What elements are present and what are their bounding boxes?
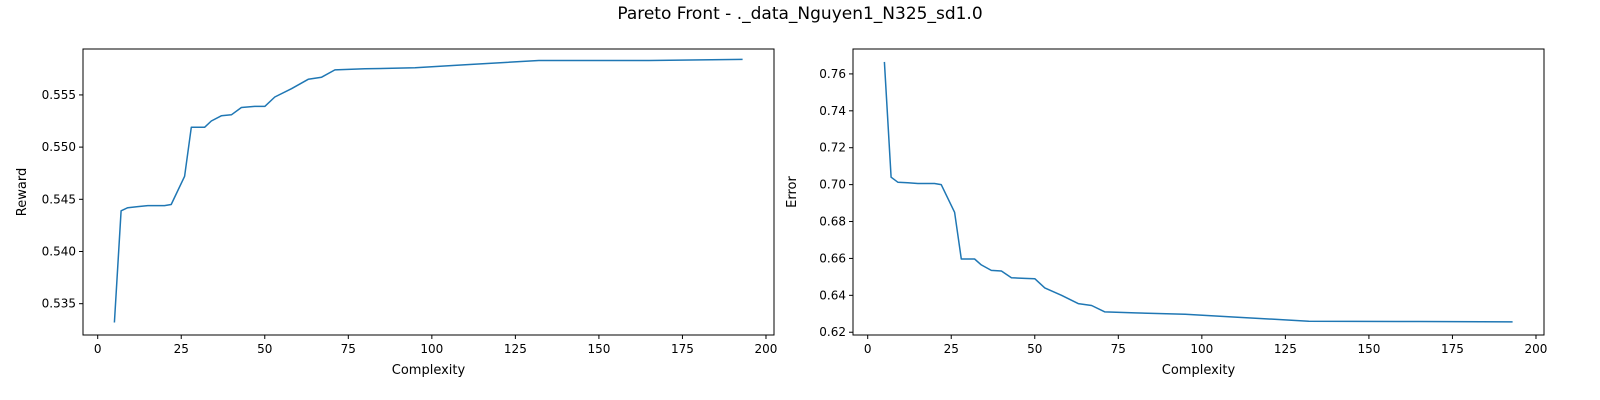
error-x-tick-label: 25 [944, 342, 959, 356]
error-y-tick-label: 0.68 [819, 215, 846, 229]
error-y-tick-label: 0.76 [819, 67, 846, 81]
reward-y-axis-label: Reward [15, 168, 30, 216]
error-x-tick-label: 50 [1027, 342, 1042, 356]
reward-y-tick-label: 0.555 [42, 88, 76, 102]
error-y-tick-label: 0.74 [819, 104, 846, 118]
reward-y-tick-label: 0.535 [42, 297, 76, 311]
error-x-tick-label: 200 [1525, 342, 1548, 356]
error-x-tick-label: 0 [864, 342, 872, 356]
reward-axes-frame [82, 48, 775, 336]
error-x-tick-label: 75 [1111, 342, 1126, 356]
reward-x-tick-label: 75 [341, 342, 356, 356]
reward-x-axis-label: Complexity [392, 363, 466, 378]
error-y-tick-label: 0.66 [819, 251, 846, 265]
reward-y-tick-label: 0.550 [42, 140, 76, 154]
figure-title: Pareto Front - ._data_Nguyen1_N325_sd1.0 [617, 4, 983, 24]
error-y-tick-label: 0.64 [819, 288, 846, 302]
error-x-tick-label: 100 [1190, 342, 1213, 356]
reward-y-tick-label: 0.540 [42, 244, 76, 258]
reward-y-tick-label: 0.545 [42, 192, 76, 206]
error-axes-frame [852, 48, 1545, 336]
reward-x-tick-label: 50 [257, 342, 272, 356]
reward-x-tick-label: 0 [94, 342, 102, 356]
reward-x-tick-label: 200 [755, 342, 778, 356]
error-series-line [883, 61, 1513, 323]
reward-x-tick-label: 100 [420, 342, 443, 356]
reward-x-tick-label: 25 [174, 342, 189, 356]
reward-x-tick-label: 175 [671, 342, 694, 356]
error-x-tick-label: 125 [1274, 342, 1297, 356]
error-y-tick-label: 0.62 [819, 325, 846, 339]
error-y-axis-label: Error [785, 176, 800, 208]
reward-series-line [113, 58, 743, 323]
error-y-tick-label: 0.70 [819, 178, 846, 192]
reward-x-tick-label: 150 [587, 342, 610, 356]
error-y-tick-label: 0.72 [819, 141, 846, 155]
error-x-axis-label: Complexity [1162, 363, 1236, 378]
error-x-tick-label: 150 [1357, 342, 1380, 356]
error-x-tick-label: 175 [1441, 342, 1464, 356]
reward-x-tick-label: 125 [504, 342, 527, 356]
